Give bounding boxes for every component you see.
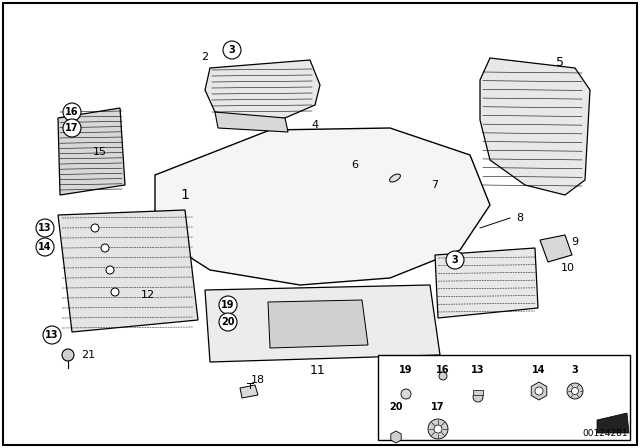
Circle shape — [91, 224, 99, 232]
Circle shape — [446, 251, 464, 269]
Text: 3: 3 — [228, 45, 236, 55]
Circle shape — [401, 389, 411, 399]
Circle shape — [535, 387, 543, 395]
Polygon shape — [205, 60, 320, 120]
Text: 13: 13 — [471, 365, 484, 375]
Text: 11: 11 — [310, 363, 326, 376]
Text: 7: 7 — [431, 180, 438, 190]
Text: 17: 17 — [65, 123, 79, 133]
Circle shape — [439, 372, 447, 380]
Text: 8: 8 — [516, 213, 524, 223]
Text: 4: 4 — [312, 120, 319, 130]
Circle shape — [434, 425, 442, 433]
Text: 19: 19 — [221, 300, 235, 310]
Polygon shape — [205, 285, 440, 362]
Polygon shape — [215, 112, 288, 132]
Ellipse shape — [390, 174, 401, 182]
Text: 16: 16 — [436, 365, 450, 375]
Circle shape — [473, 392, 483, 402]
Circle shape — [111, 288, 119, 296]
Text: 14: 14 — [38, 242, 52, 252]
Circle shape — [428, 419, 448, 439]
Text: 20: 20 — [221, 317, 235, 327]
Circle shape — [101, 244, 109, 252]
Polygon shape — [435, 248, 538, 318]
Text: 3: 3 — [572, 365, 579, 375]
Circle shape — [106, 266, 114, 274]
Text: 13: 13 — [38, 223, 52, 233]
Polygon shape — [155, 128, 490, 285]
Bar — [473, 390, 483, 395]
Text: 14: 14 — [532, 365, 546, 375]
Text: 3: 3 — [452, 255, 458, 265]
Text: 12: 12 — [141, 290, 155, 300]
Circle shape — [219, 313, 237, 331]
Text: 6: 6 — [351, 160, 358, 170]
Circle shape — [572, 388, 579, 395]
Text: 20: 20 — [389, 402, 403, 412]
Polygon shape — [240, 385, 258, 398]
Circle shape — [63, 119, 81, 137]
Text: 15: 15 — [93, 147, 107, 157]
Bar — [378, 355, 630, 440]
Text: 16: 16 — [65, 107, 79, 117]
Circle shape — [43, 326, 61, 344]
Circle shape — [36, 219, 54, 237]
Text: 5: 5 — [556, 56, 564, 69]
Text: 17: 17 — [431, 402, 445, 412]
Text: 9: 9 — [572, 237, 579, 247]
Polygon shape — [268, 300, 368, 348]
Polygon shape — [540, 235, 572, 262]
Polygon shape — [58, 108, 125, 195]
Circle shape — [36, 238, 54, 256]
Text: 13: 13 — [45, 330, 59, 340]
Text: 21: 21 — [81, 350, 95, 360]
Text: 19: 19 — [399, 365, 413, 375]
Circle shape — [223, 41, 241, 59]
Text: 2: 2 — [202, 52, 209, 62]
Polygon shape — [480, 58, 590, 195]
Polygon shape — [58, 210, 198, 332]
Text: 18: 18 — [251, 375, 265, 385]
Circle shape — [63, 103, 81, 121]
Circle shape — [219, 296, 237, 314]
Polygon shape — [597, 413, 629, 433]
Circle shape — [62, 349, 74, 361]
Text: 00124281: 00124281 — [582, 429, 628, 438]
Text: 1: 1 — [180, 188, 189, 202]
Circle shape — [567, 383, 583, 399]
Text: 10: 10 — [561, 263, 575, 273]
